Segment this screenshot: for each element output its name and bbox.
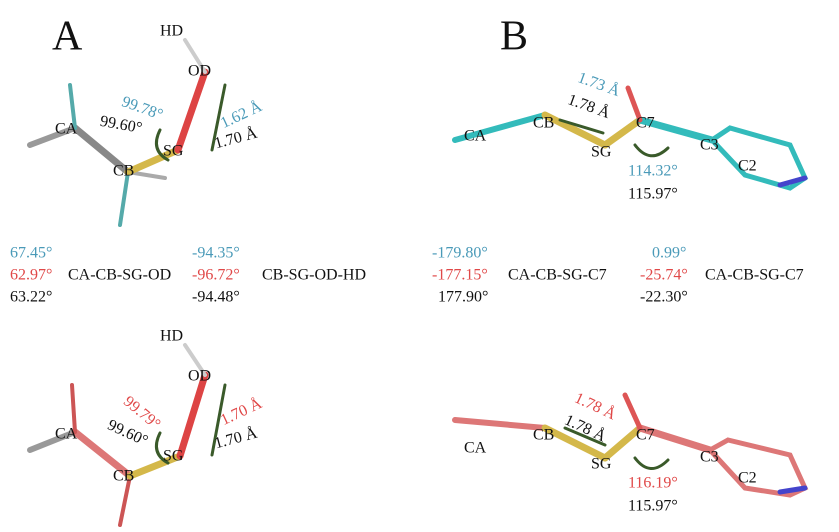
panel-label: A — [52, 14, 83, 60]
atom-label: C7 — [636, 427, 655, 444]
dihedral-value: -94.48° — [192, 289, 240, 306]
atom-label: C3 — [700, 449, 719, 466]
atom-label: CA — [464, 128, 487, 145]
angle: 99.60° — [99, 113, 144, 137]
atom-label: C3 — [700, 137, 719, 154]
dihedral-value: -177.15° — [432, 267, 488, 284]
distance: 1.70 Å — [212, 124, 259, 153]
dihedral-value: 62.97° — [10, 267, 52, 284]
atom-label: CA — [464, 440, 487, 457]
atom-label: SG — [163, 143, 184, 160]
atom-label: C2 — [738, 470, 757, 487]
dihedral-value: -179.80° — [432, 245, 488, 262]
atom-label: CB — [113, 468, 134, 485]
atom-label: OD — [188, 63, 211, 80]
distance: 1.70 Å — [218, 394, 265, 429]
dihedral-value: -25.74° — [640, 267, 688, 284]
dihedral-name: CB-SG-OD-HD — [262, 267, 366, 284]
dihedral-name: CA-CB-SG-OD — [68, 267, 171, 284]
atom-label: CB — [113, 163, 134, 180]
atom-label: CA — [55, 426, 78, 443]
dihedral-value: -22.30° — [640, 289, 688, 306]
atom-label: HD — [160, 23, 183, 40]
angle: 114.32° — [628, 163, 678, 180]
dihedral-name: CA-CB-SG-C7 — [705, 267, 804, 284]
dihedral-value: 0.99° — [652, 245, 686, 262]
dihedral-value: 177.90° — [438, 289, 488, 306]
distance: 1.62 Å — [218, 97, 265, 132]
dihedral-name: CA-CB-SG-C7 — [508, 267, 607, 284]
dihedral-value: 67.45° — [10, 245, 52, 262]
atom-label: CA — [55, 121, 78, 138]
dihedral-value: 63.22° — [10, 289, 52, 306]
distance: 1.70 Å — [212, 424, 259, 453]
dihedral-value: -96.72° — [192, 267, 240, 284]
panel-label: B — [500, 14, 528, 60]
atom-label: C7 — [636, 115, 655, 132]
atom-label: SG — [591, 456, 612, 473]
angle: 115.97° — [628, 186, 678, 203]
atom-label: CB — [533, 427, 554, 444]
angle: 116.19° — [628, 475, 678, 492]
atom-label: OD — [188, 368, 211, 385]
atom-label: SG — [163, 448, 184, 465]
dihedral-value: -94.35° — [192, 245, 240, 262]
atom-label: CB — [533, 115, 554, 132]
angle: 115.97° — [628, 498, 678, 515]
figure: A B HD OD CA CB SG CA CB SG C7 C3 C2 HD OD CA CB SG CA CB SG… — [0, 0, 839, 532]
atom-label: HD — [160, 328, 183, 345]
atom-label: C2 — [738, 158, 757, 175]
atom-label: SG — [591, 144, 612, 161]
